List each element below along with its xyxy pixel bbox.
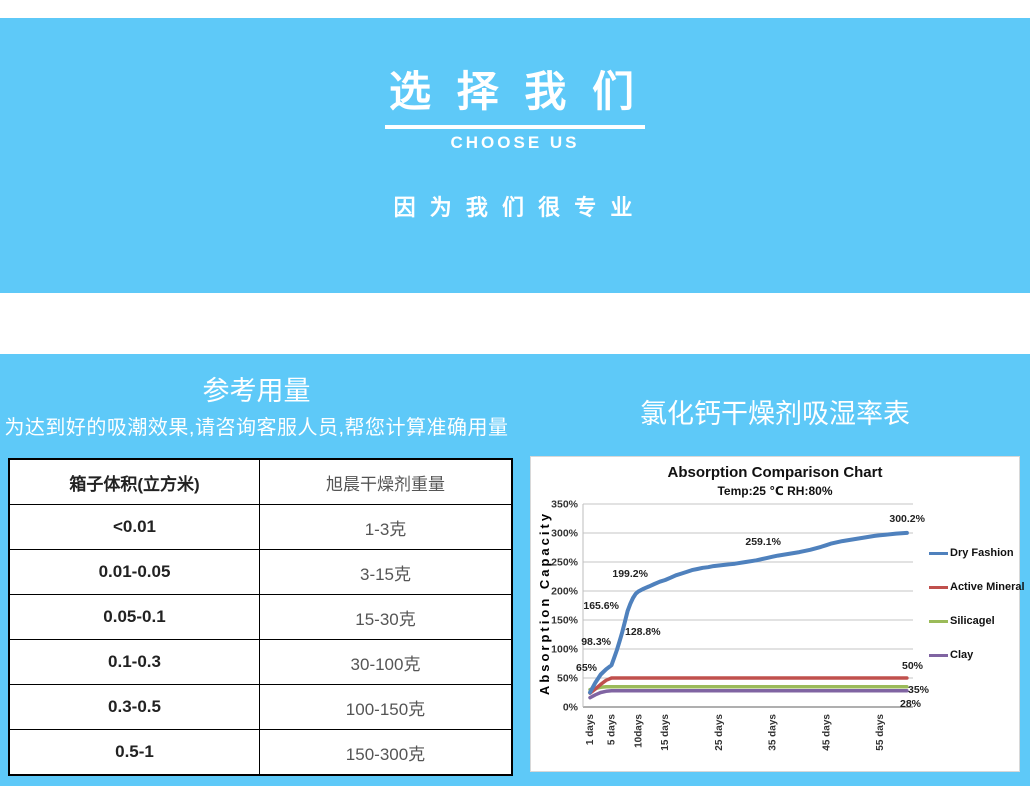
cell-box-volume: 0.5-1 bbox=[8, 729, 260, 776]
x-tick-label: 15 days bbox=[660, 714, 671, 751]
cell-box-volume: 0.1-0.3 bbox=[8, 639, 260, 685]
dosage-title: 参考用量 bbox=[202, 376, 311, 406]
legend-label: Clay bbox=[950, 649, 974, 661]
page-title: 选 择 我 们 bbox=[0, 58, 1030, 129]
point-label: 35% bbox=[908, 684, 930, 696]
point-label: 259.1% bbox=[745, 536, 781, 548]
cell-desiccant-weight: 100-150克 bbox=[259, 684, 513, 730]
table-header-volume: 箱子体积(立方米) bbox=[8, 458, 260, 505]
y-tick-label: 100% bbox=[551, 644, 579, 656]
legend-label: Silicagel bbox=[950, 615, 995, 627]
x-tick-label: 55 days bbox=[875, 714, 886, 751]
table-header-weight: 旭晨干燥剂重量 bbox=[259, 458, 513, 505]
absorption-panel-title: 氯化钙干燥剂吸湿率表 bbox=[640, 399, 910, 429]
table-row: 0.01-0.05 3-15克 bbox=[8, 549, 513, 595]
x-tick-label: 25 days bbox=[714, 714, 725, 751]
point-label: 50% bbox=[902, 660, 924, 672]
point-label: 65% bbox=[576, 662, 598, 674]
y-tick-label: 150% bbox=[551, 615, 579, 627]
y-tick-label: 200% bbox=[551, 586, 579, 598]
legend-label: Dry Fashion bbox=[950, 547, 1014, 559]
cell-desiccant-weight: 3-15克 bbox=[259, 549, 513, 595]
point-label: 28% bbox=[900, 698, 922, 710]
legend-item-active-mineral: Active Mineral bbox=[929, 581, 1025, 593]
legend-item-clay: Clay bbox=[929, 649, 1025, 661]
legend-line-swatch bbox=[929, 619, 948, 623]
x-tick-label: 45 days bbox=[821, 714, 832, 751]
chart-title: Absorption Comparison Chart bbox=[667, 464, 883, 481]
cell-desiccant-weight: 150-300克 bbox=[259, 729, 513, 776]
legend-line-swatch bbox=[929, 585, 948, 589]
table-header-row: 箱子体积(立方米) 旭晨干燥剂重量 bbox=[8, 458, 513, 505]
point-label: 128.8% bbox=[625, 626, 661, 638]
table-row: 0.05-0.1 15-30克 bbox=[8, 594, 513, 640]
table-row: 0.5-1 150-300克 bbox=[8, 729, 513, 776]
x-tick-label: 1 days bbox=[585, 714, 596, 746]
hero-subtitle-en: CHOOSE US bbox=[450, 133, 580, 152]
legend-line-swatch bbox=[929, 653, 948, 657]
cell-box-volume: <0.01 bbox=[8, 504, 260, 550]
x-tick-label: 5 days bbox=[606, 714, 617, 746]
table-row: 0.1-0.3 30-100克 bbox=[8, 639, 513, 685]
legend-line-swatch bbox=[929, 551, 948, 555]
point-label: 199.2% bbox=[612, 568, 648, 580]
x-tick-label: 35 days bbox=[768, 714, 779, 751]
hero-tagline: 因 为 我 们 很 专 业 bbox=[393, 195, 637, 220]
cell-box-volume: 0.01-0.05 bbox=[8, 549, 260, 595]
point-label: 165.6% bbox=[583, 600, 619, 612]
point-label: 300.2% bbox=[889, 513, 925, 525]
y-tick-label: 250% bbox=[551, 557, 579, 569]
cell-box-volume: 0.3-0.5 bbox=[8, 684, 260, 730]
y-tick-label: 300% bbox=[551, 528, 579, 540]
y-tick-label: 350% bbox=[551, 499, 579, 511]
x-tick-label: 10days bbox=[633, 714, 644, 748]
dosage-subtitle: 为达到好的吸潮效果,请咨询客服人员,帮您计算准确用量 bbox=[4, 417, 509, 439]
series-line-clay bbox=[588, 689, 909, 700]
legend-item-dry-fashion: Dry Fashion bbox=[929, 547, 1025, 559]
chart-subtitle: Temp:25 ℃ RH:80% bbox=[717, 484, 833, 498]
cell-desiccant-weight: 15-30克 bbox=[259, 594, 513, 640]
dosage-table-head: 箱子体积(立方米) 旭晨干燥剂重量 bbox=[8, 458, 513, 505]
cell-box-volume: 0.05-0.1 bbox=[8, 594, 260, 640]
table-row: <0.01 1-3克 bbox=[8, 504, 513, 550]
chart-legend: Dry Fashion Active Mineral Silicagel Clay bbox=[929, 547, 1025, 661]
content-section: 参考用量 为达到好的吸潮效果,请咨询客服人员,帮您计算准确用量 箱子体积(立方米… bbox=[0, 354, 1030, 786]
legend-label: Active Mineral bbox=[950, 581, 1025, 593]
dosage-table-body: <0.01 1-3克 0.01-0.05 3-15克 0.05-0.1 15-30克 0.1… bbox=[8, 504, 513, 776]
point-label: 98.3% bbox=[581, 636, 611, 648]
series-line-active-mineral bbox=[588, 676, 909, 695]
series-line-dry-fashion bbox=[588, 530, 909, 695]
dosage-table: 箱子体积(立方米) 旭晨干燥剂重量 <0.01 1-3克 0.01-0.05 3-15克… bbox=[8, 458, 513, 776]
chart-plot-area: 0% 50% 100% 150% 200% 250% 300% 350% 1 days 5 day… bbox=[551, 499, 930, 751]
table-row: 0.3-0.5 100-150克 bbox=[8, 684, 513, 730]
absorption-chart: Absorption Comparison Chart Temp:25 ℃ RH… bbox=[530, 456, 1025, 772]
y-tick-label: 50% bbox=[557, 673, 579, 685]
cell-desiccant-weight: 30-100克 bbox=[259, 639, 513, 685]
y-tick-label: 0% bbox=[563, 702, 579, 714]
hero-banner: 选 择 我 们 CHOOSE US 因 为 我 们 很 专 业 bbox=[0, 18, 1030, 293]
legend-item-silicagel: Silicagel bbox=[929, 615, 1025, 627]
cell-desiccant-weight: 1-3克 bbox=[259, 504, 513, 550]
page-title-text: 选 择 我 们 bbox=[384, 58, 645, 129]
